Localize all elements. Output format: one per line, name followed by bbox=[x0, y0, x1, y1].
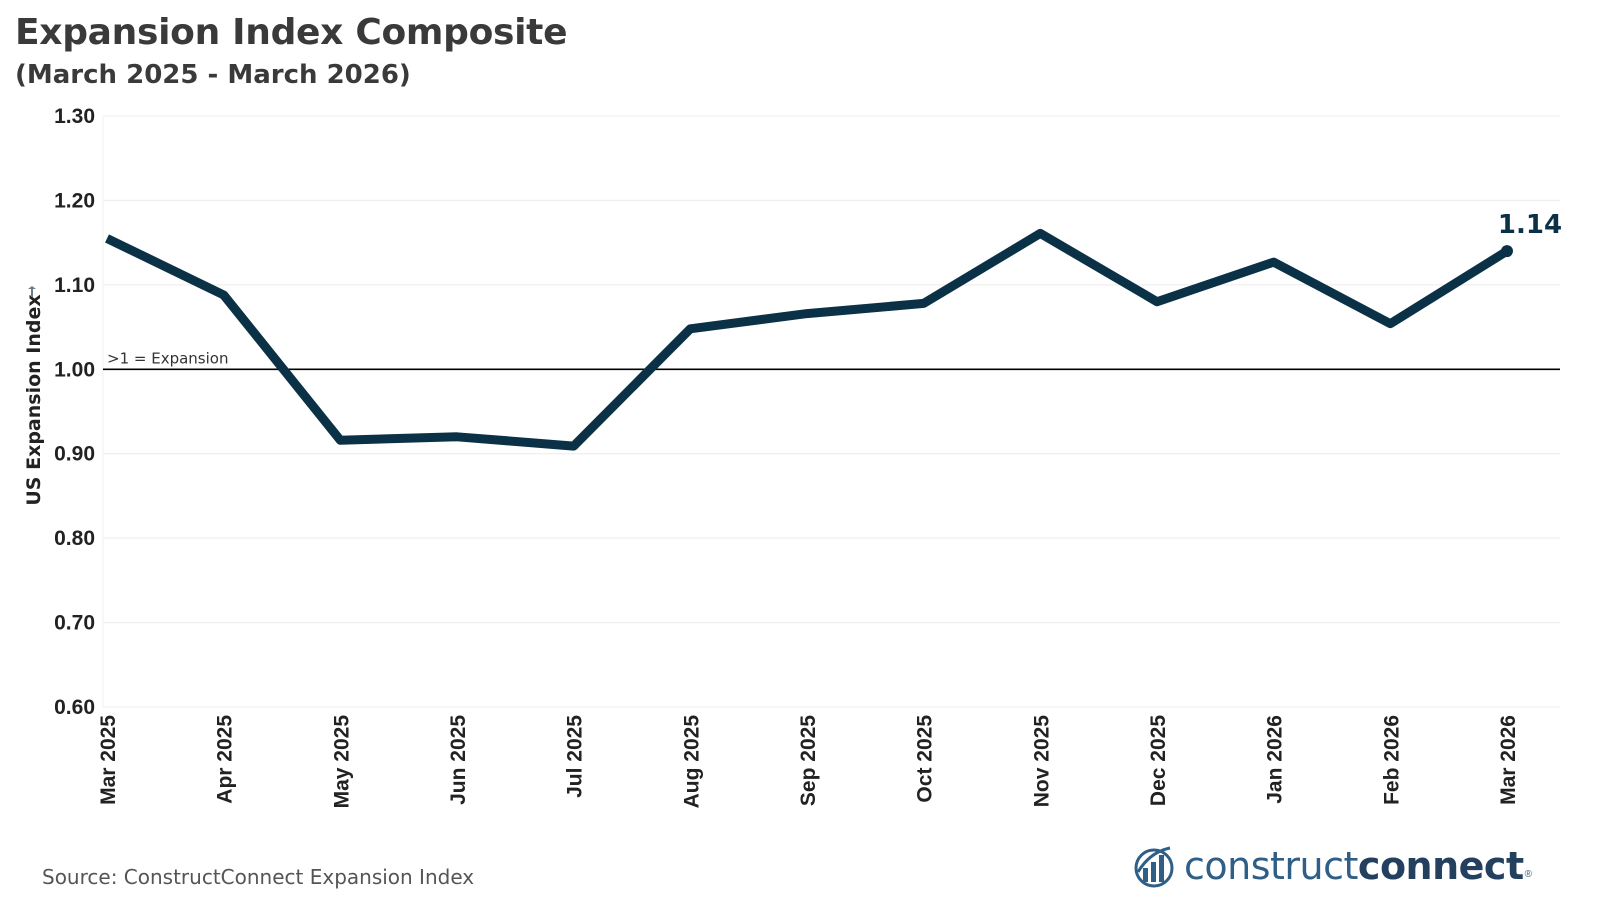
line-chart: 0.60 0.70 0.80 0.90 1.00 1.10 1.20 1.30 >1 = Ex… bbox=[23, 105, 1562, 809]
x-tick-label: Mar 2026 bbox=[1497, 715, 1520, 805]
x-tick-label: Aug 2025 bbox=[680, 715, 703, 809]
x-tick-label: Jan 2026 bbox=[1264, 715, 1287, 804]
y-tick-label: 1.10 bbox=[54, 274, 95, 297]
constructconnect-logo: constructconnect ® bbox=[1130, 842, 1532, 890]
logo-text-bold: connect bbox=[1357, 844, 1524, 888]
x-tick-label: Sep 2025 bbox=[797, 715, 820, 806]
x-tick-label: May 2025 bbox=[330, 715, 353, 809]
y-tick-label: 0.70 bbox=[54, 612, 95, 635]
pin-icon[interactable] bbox=[28, 286, 36, 297]
x-axis-ticks: Mar 2025 Apr 2025 May 2025 Jun 2025 Jul 2025… bbox=[97, 715, 1520, 809]
source-note: Source: ConstructConnect Expansion Index bbox=[42, 865, 475, 889]
reference-line-group: >1 = Expansion bbox=[103, 349, 1560, 371]
y-tick-label: 0.90 bbox=[54, 443, 95, 466]
y-tick-label: 0.80 bbox=[54, 527, 95, 550]
x-tick-label: Oct 2025 bbox=[914, 715, 937, 803]
y-axis-ticks: 0.60 0.70 0.80 0.90 1.00 1.10 1.20 1.30 bbox=[54, 105, 95, 719]
series-group: 1.14 bbox=[105, 210, 1562, 451]
x-tick-label: Nov 2025 bbox=[1030, 715, 1053, 808]
x-tick-label: Feb 2026 bbox=[1380, 715, 1403, 805]
y-tick-label: 1.00 bbox=[54, 358, 95, 381]
y-tick-label: 1.30 bbox=[54, 105, 95, 128]
x-tick-label: Dec 2025 bbox=[1147, 715, 1170, 806]
x-tick-label: Jun 2025 bbox=[447, 715, 470, 805]
chart-subtitle: (March 2025 - March 2026) bbox=[15, 60, 411, 90]
logo-registered-mark: ® bbox=[1524, 869, 1532, 880]
x-tick-label: Mar 2025 bbox=[97, 715, 120, 805]
x-tick-label: Apr 2025 bbox=[214, 715, 237, 804]
bar-chart-logo-icon bbox=[1134, 846, 1174, 888]
y-axis-label: US Expansion Index bbox=[23, 294, 45, 505]
y-tick-label: 1.20 bbox=[54, 189, 95, 212]
y-tick-label: 0.60 bbox=[54, 696, 95, 719]
y-axis-label-group[interactable]: US Expansion Index bbox=[23, 286, 45, 506]
data-point[interactable] bbox=[1501, 245, 1513, 258]
reference-line-label: >1 = Expansion bbox=[107, 349, 228, 367]
chart-title: Expansion Index Composite bbox=[15, 12, 568, 53]
logo-text-light: construct bbox=[1184, 844, 1358, 888]
x-tick-label: Jul 2025 bbox=[564, 715, 587, 798]
series-line bbox=[105, 228, 1510, 451]
end-value-label: 1.14 bbox=[1498, 210, 1562, 240]
